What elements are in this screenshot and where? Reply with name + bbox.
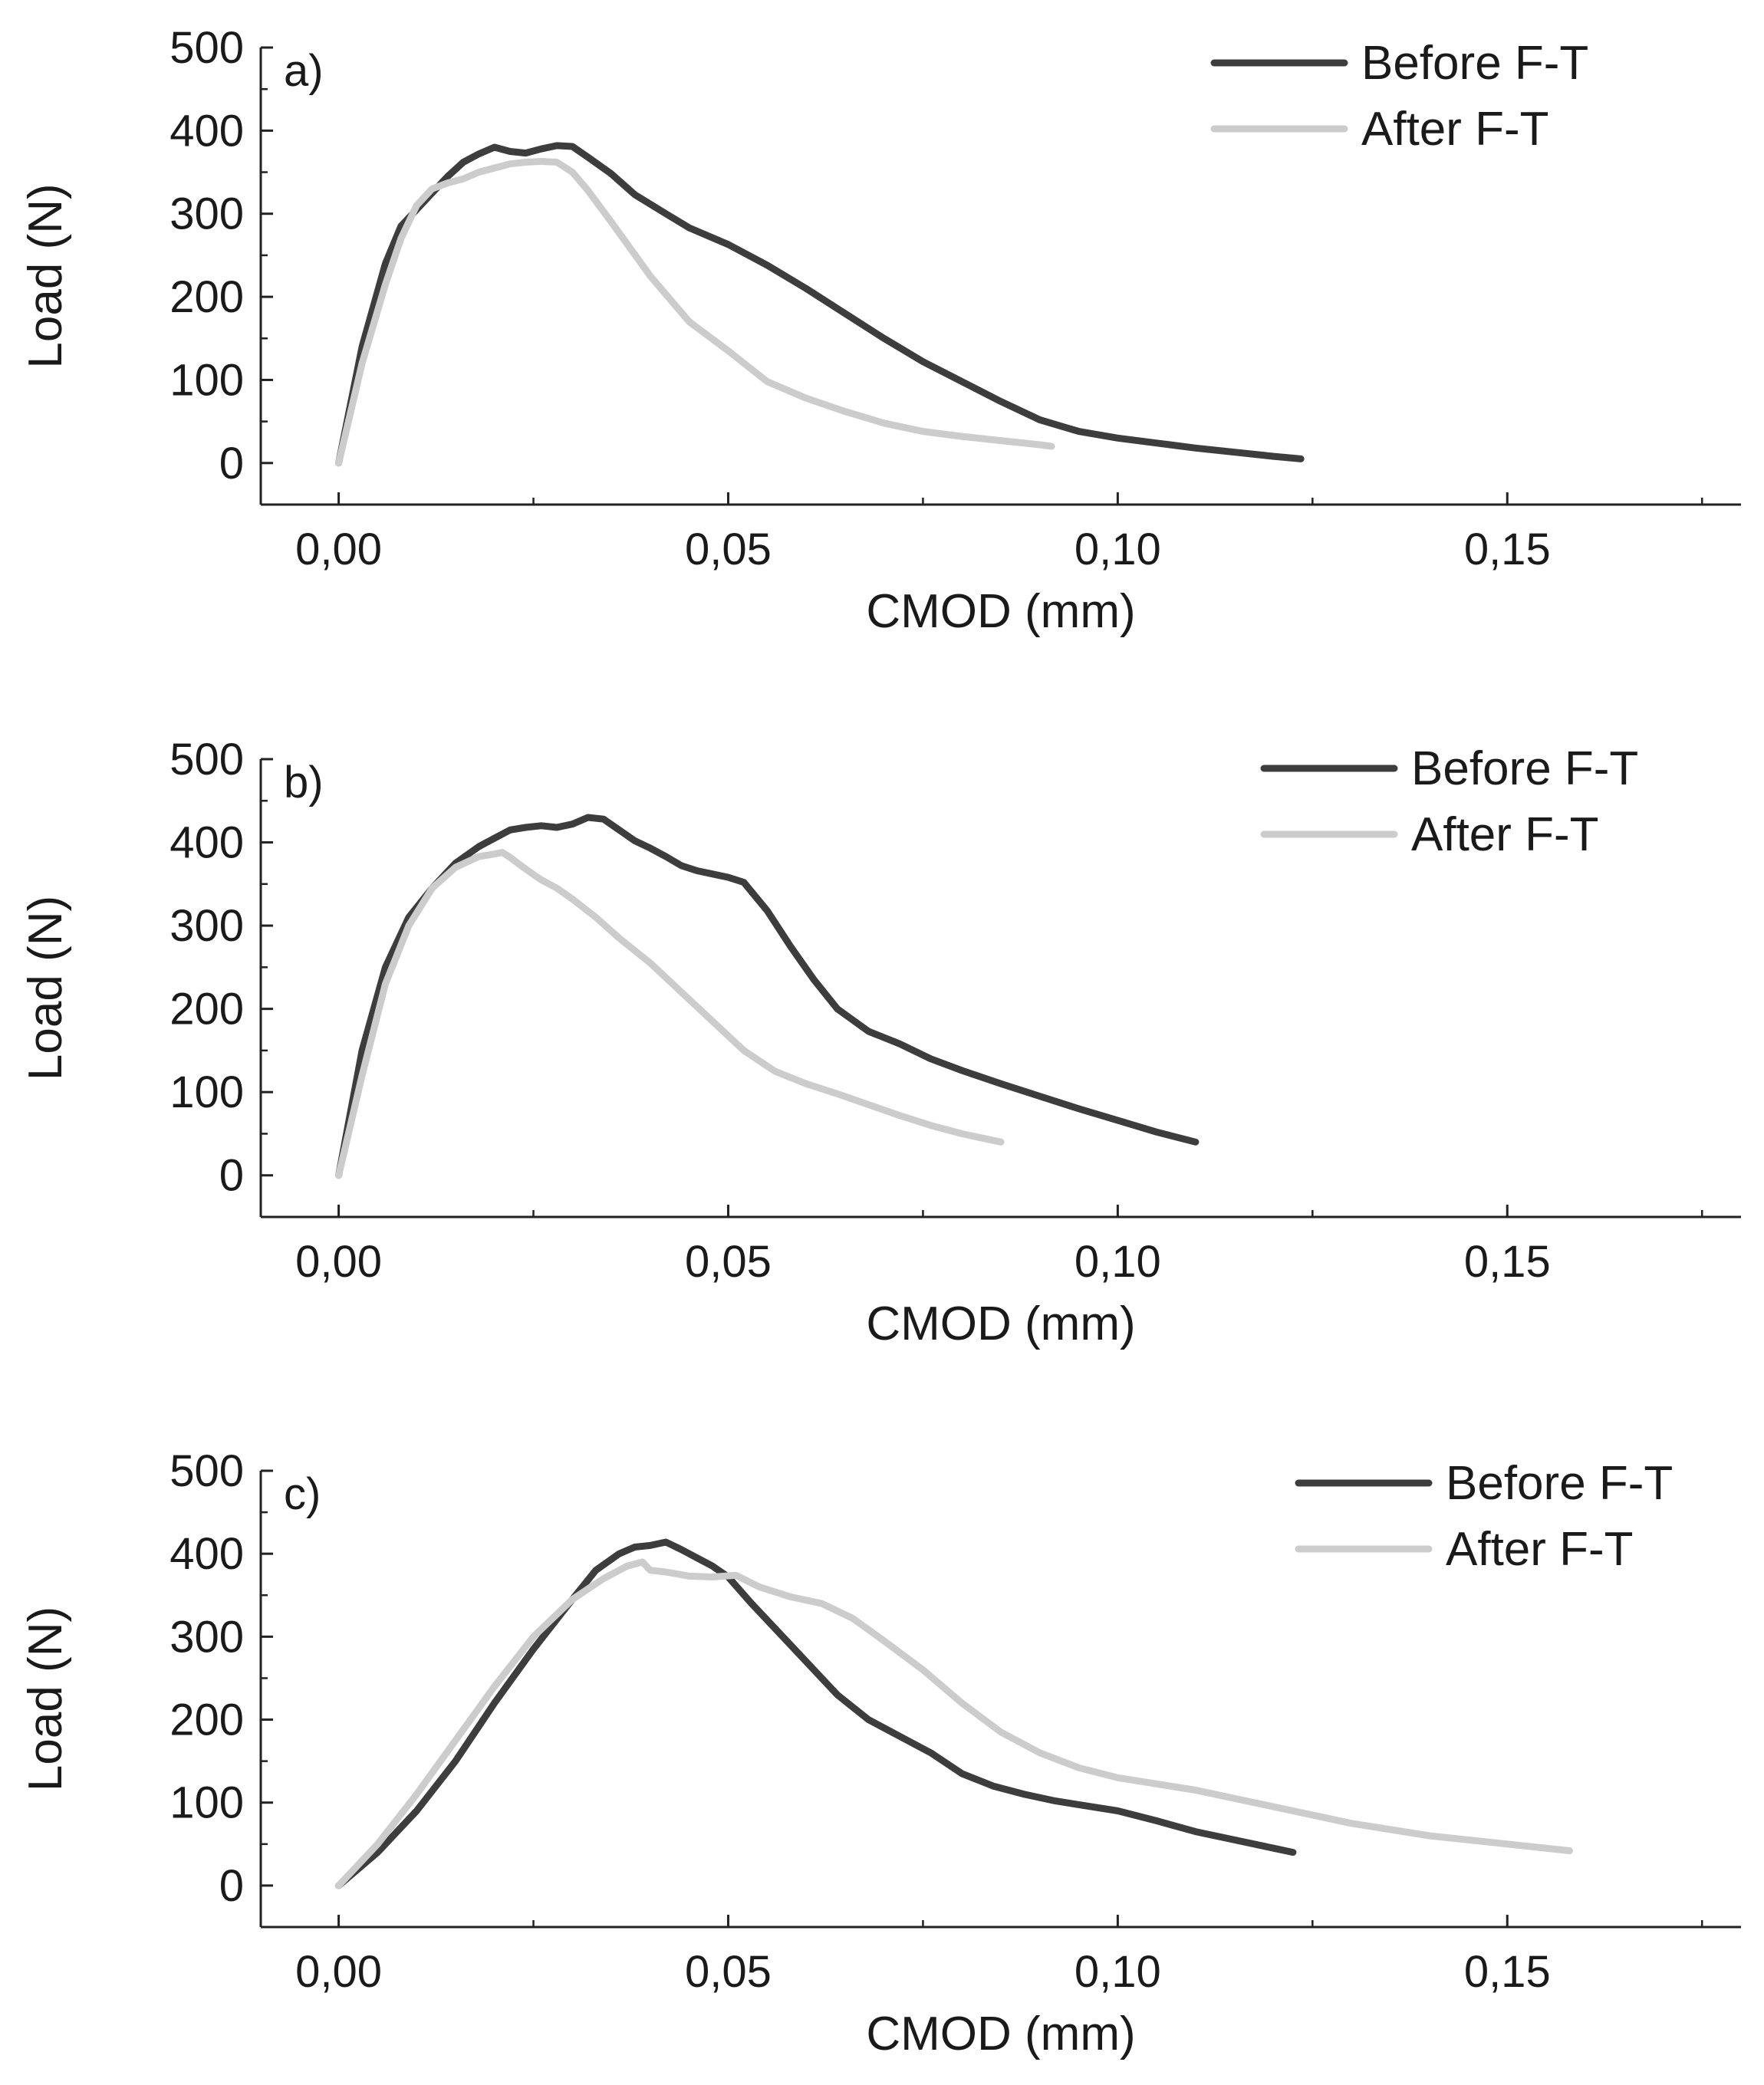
legend-label-after-ft: After F-T (1361, 103, 1549, 156)
chart-panel-a: 0 100 200 300 400 500 0,00 0,05 0,10 0,15 CMOD (mm… (19, 23, 1741, 638)
y-tick-label: 0 (219, 1151, 244, 1201)
y-tick-label: 500 (169, 23, 244, 73)
panel-label: c) (284, 1469, 321, 1519)
panel-label: a) (284, 46, 324, 96)
x-tick-label: 0,10 (1075, 1947, 1161, 1997)
y-axis-title: Load (N) (19, 896, 72, 1080)
x-tick-label: 0,00 (295, 525, 382, 574)
y-tick-label: 300 (169, 1612, 244, 1662)
y-tick-label: 0 (219, 1861, 244, 1911)
y-tick-label: 200 (169, 272, 244, 322)
y-tick-label: 400 (169, 106, 244, 156)
x-tick-label: 0,05 (685, 1237, 772, 1287)
y-tick-label: 200 (169, 985, 244, 1034)
x-tick-label: 0,10 (1075, 525, 1161, 574)
series-line-after-ft (335, 1558, 1573, 1889)
legend-label-after-ft: After F-T (1446, 1523, 1634, 1576)
y-tick-label: 400 (169, 1529, 244, 1579)
y-tick-label: 500 (169, 735, 244, 784)
series-line-before-ft (335, 1538, 1297, 1889)
legend-label-before-ft: Before F-T (1411, 742, 1638, 795)
series-line-after-ft (335, 158, 1055, 467)
x-tick-label: 0,15 (1464, 1947, 1551, 1997)
x-axis-title: CMOD (mm) (866, 2008, 1135, 2060)
x-tick-label: 0,15 (1464, 1237, 1551, 1287)
x-tick-label: 0,00 (295, 1237, 382, 1287)
y-tick-label: 100 (169, 1067, 244, 1117)
y-tick-label: 0 (219, 439, 244, 488)
y-tick-label: 100 (169, 1778, 244, 1828)
y-tick-label: 300 (169, 901, 244, 951)
y-axis-title: Load (N) (19, 1607, 72, 1791)
y-tick-label: 400 (169, 818, 244, 868)
x-tick-label: 0,15 (1464, 525, 1551, 574)
x-tick-label: 0,05 (685, 525, 772, 574)
chart-panel-c: 0 100 200 300 400 500 0,00 0,05 0,10 0,15 CMOD (mm… (19, 1446, 1741, 2060)
legend-label-before-ft: Before F-T (1446, 1457, 1673, 1510)
y-axis-title: Load (N) (19, 183, 72, 368)
series-line-after-ft (335, 849, 1005, 1179)
x-tick-label: 0,05 (685, 1947, 772, 1997)
y-tick-label: 300 (169, 189, 244, 239)
x-axis-title: CMOD (mm) (866, 1297, 1135, 1350)
series-line-before-ft (335, 814, 1200, 1179)
series-line-before-ft (335, 142, 1305, 467)
legend-label-after-ft: After F-T (1411, 808, 1599, 861)
panel-label: b) (284, 758, 324, 807)
y-tick-label: 200 (169, 1695, 244, 1745)
y-tick-label: 500 (169, 1446, 244, 1496)
x-tick-label: 0,10 (1075, 1237, 1161, 1287)
y-tick-label: 100 (169, 355, 244, 405)
legend-label-before-ft: Before F-T (1361, 37, 1588, 90)
x-tick-label: 0,00 (295, 1947, 382, 1997)
x-axis-title: CMOD (mm) (866, 585, 1135, 638)
chart-panel-b: 0 100 200 300 400 500 0,00 0,05 0,10 0,15 CMOD (mm… (19, 735, 1741, 1350)
